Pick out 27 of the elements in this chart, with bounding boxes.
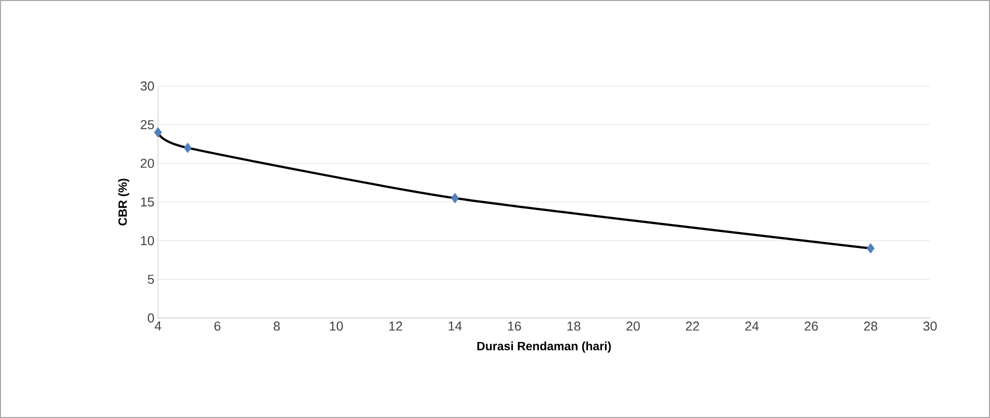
x-tick-label: 8 — [274, 322, 280, 331]
x-tick-label: 26 — [804, 322, 818, 331]
point — [184, 142, 192, 154]
x-tick-label: 24 — [745, 322, 759, 331]
x-tick-label: 14 — [448, 322, 462, 330]
point — [154, 127, 162, 138]
y-tick-label: 25 — [140, 120, 154, 130]
y-tick-label: 15 — [141, 197, 154, 207]
point — [450, 192, 459, 204]
x-tick-label: 4 — [154, 322, 162, 330]
y-tick-label: 30 — [140, 81, 154, 91]
y-tick-label: 20 — [140, 158, 154, 168]
y-tick-label: 10 — [141, 236, 154, 246]
x-tick-label: 12 — [389, 322, 402, 331]
x-tick-label: 10 — [330, 322, 343, 331]
x-tick-label: 16 — [508, 322, 521, 331]
x-tick-label: 30 — [923, 322, 937, 331]
y-tick-label: 5 — [148, 274, 154, 284]
y-tick-label: 0 — [148, 313, 154, 323]
x-tick-label: 22 — [686, 322, 700, 331]
point — [866, 243, 875, 254]
y-axis-title: CBR (%) — [118, 178, 130, 226]
x-axis-title: Durasi Rendaman (hari) — [477, 342, 611, 353]
x-tick-label: 28 — [864, 322, 878, 331]
x-tick-label: 6 — [214, 322, 220, 331]
x-tick-label: 20 — [626, 322, 640, 331]
x-tick-label: 18 — [567, 322, 580, 331]
